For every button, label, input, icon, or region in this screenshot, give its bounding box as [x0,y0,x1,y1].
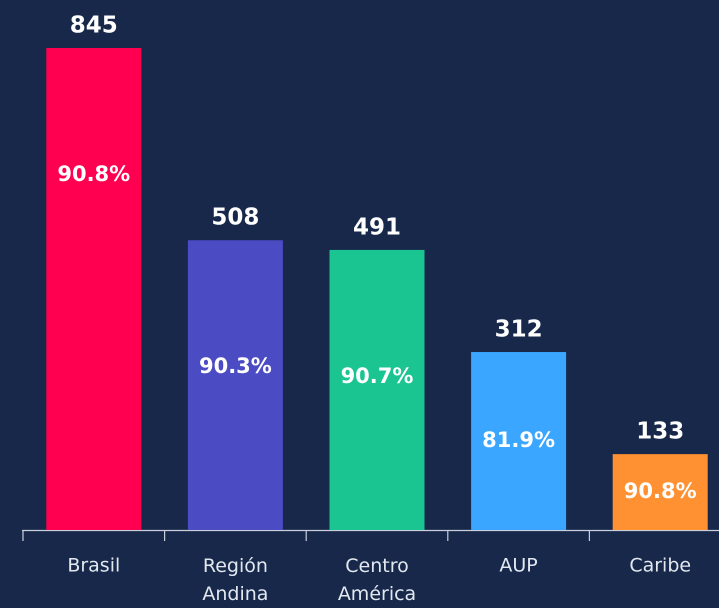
value-label: 133 [636,419,684,445]
value-label: 312 [495,317,543,343]
inner-label: 90.7% [341,364,414,388]
value-label: 845 [70,13,118,39]
bar [329,249,425,530]
value-label: 491 [353,214,401,240]
inner-label: 90.8% [57,162,130,186]
inner-label: 81.9% [482,428,555,452]
inner-label: 90.3% [199,354,272,378]
bar [612,454,708,530]
bar [471,352,567,530]
value-label: 508 [211,205,259,231]
x-tick-label: Centro América [338,555,416,605]
bar [46,48,142,530]
x-tick-label: Brasil [67,555,120,577]
x-tick-label-line: Centro [345,555,408,577]
inner-label: 90.8% [624,479,697,503]
x-tick-label: AUP [499,555,537,577]
bar [187,240,283,530]
x-tick-label: Región Andina [202,555,268,605]
x-tick-label-line: Región [203,555,268,577]
x-tick-label-line: América [338,583,416,605]
x-tick-label-line: Andina [202,583,268,605]
x-tick-label: Caribe [629,555,691,577]
